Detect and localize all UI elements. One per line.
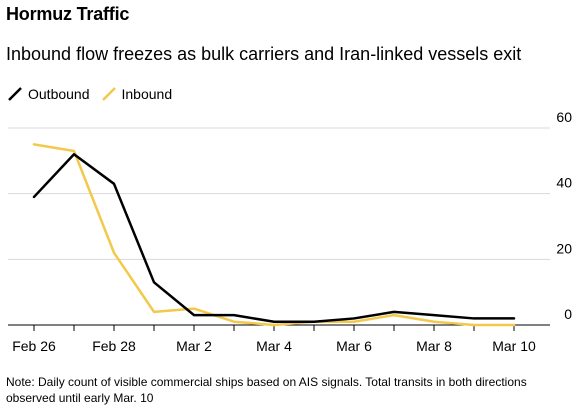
line-chart: 0 20 40 60 Feb 26 Feb 28 Mar 2 Mar 4 Mar 6 Mar 8 M… xyxy=(8,109,572,354)
x-tick-label: Mar 4 xyxy=(256,338,292,354)
x-tick-label: Feb 28 xyxy=(92,338,136,354)
y-tick-label-40: 40 xyxy=(556,175,572,191)
x-tick-label: Mar 6 xyxy=(336,338,372,354)
x-tick-label: Mar 8 xyxy=(416,338,452,354)
legend-item-inbound: Inbound xyxy=(101,86,173,102)
y-tick-label-0: 0 xyxy=(564,306,572,322)
x-tick-label: Feb 26 xyxy=(12,338,56,354)
legend-label-outbound: Outbound xyxy=(28,86,90,102)
x-tick-label: Mar 2 xyxy=(176,338,212,354)
legend: Outbound Inbound xyxy=(8,86,184,102)
series-line-outbound xyxy=(32,153,516,323)
series-line-inbound xyxy=(32,143,516,327)
chart-subtitle: Inbound flow freezes as bulk carriers an… xyxy=(6,44,522,64)
legend-label-inbound: Inbound xyxy=(121,86,173,102)
outbound-swatch-icon xyxy=(8,87,22,101)
x-tick-label: Mar 10 xyxy=(492,338,536,354)
y-tick-label-60: 60 xyxy=(556,109,572,125)
footnote: Note: Daily count of visible commercial … xyxy=(6,375,527,405)
chart-title: Hormuz Traffic xyxy=(6,4,130,24)
y-tick-label-20: 20 xyxy=(556,240,572,256)
inbound-swatch-icon xyxy=(101,87,116,101)
legend-item-outbound: Outbound xyxy=(8,86,90,102)
